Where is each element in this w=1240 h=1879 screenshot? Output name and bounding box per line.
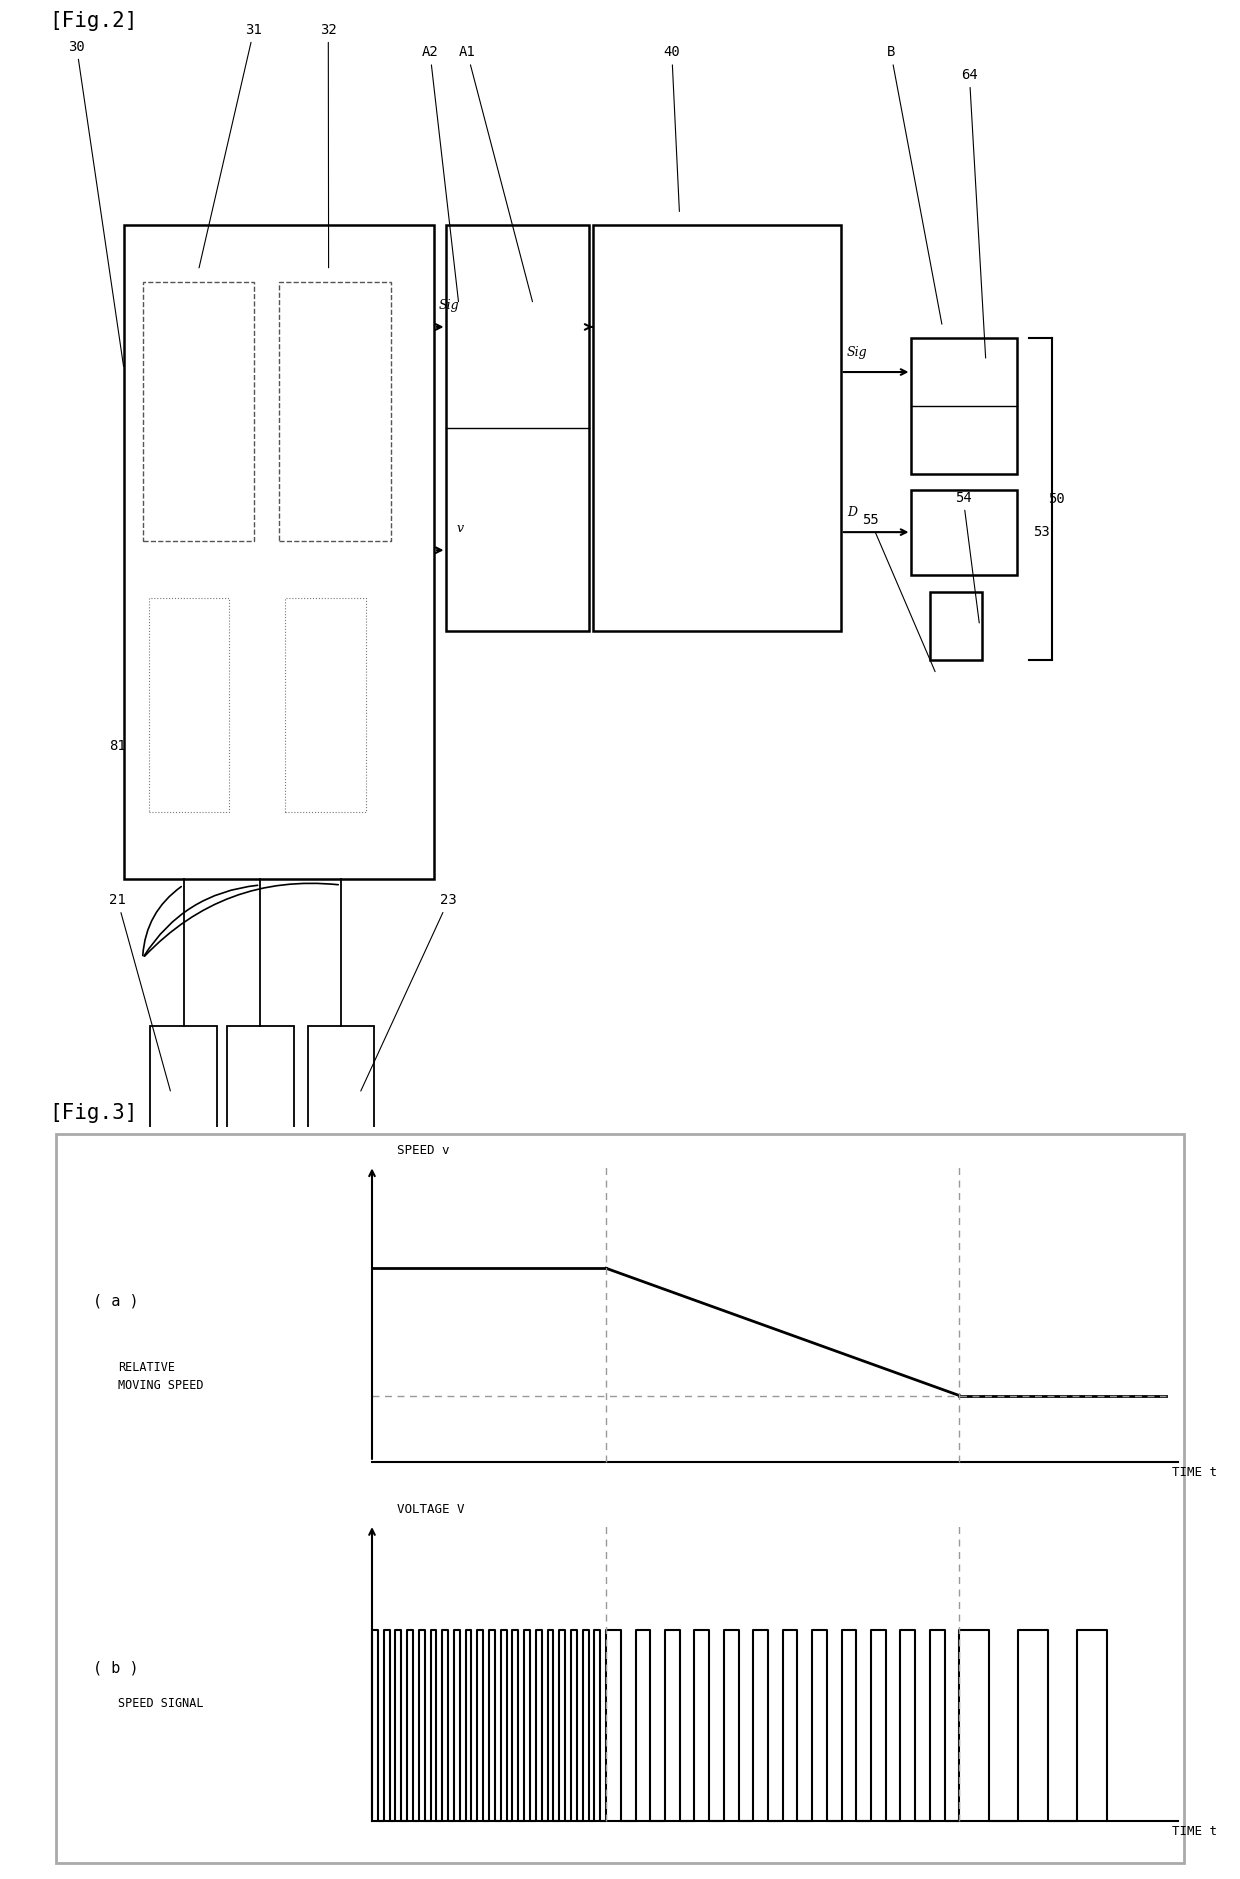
Text: A2: A2 <box>422 45 459 303</box>
Text: 32: 32 <box>320 23 337 269</box>
Bar <box>930 592 982 660</box>
Text: SPEED SIGNAL: SPEED SIGNAL <box>118 1697 203 1710</box>
Text: A1: A1 <box>459 45 532 303</box>
Bar <box>911 490 1017 575</box>
Text: 54: 54 <box>955 490 980 624</box>
Text: Sig: Sig <box>439 299 460 312</box>
Text: [Fig.3]: [Fig.3] <box>50 1103 138 1124</box>
Bar <box>149 598 229 812</box>
Text: 64: 64 <box>961 68 986 359</box>
Bar <box>124 225 434 879</box>
Bar <box>150 1026 217 1150</box>
Text: 21: 21 <box>109 893 170 1092</box>
Text: 30: 30 <box>68 39 124 366</box>
Text: SPEED v: SPEED v <box>397 1144 449 1157</box>
Bar <box>911 338 1017 474</box>
Text: ( b ): ( b ) <box>93 1661 139 1676</box>
Bar <box>227 1026 294 1150</box>
Text: X: X <box>180 1174 187 1188</box>
Bar <box>279 282 391 541</box>
Text: D: D <box>847 505 857 519</box>
Bar <box>446 225 589 631</box>
Bar <box>308 1026 374 1150</box>
Text: 55: 55 <box>862 513 935 671</box>
Text: VOLTAGE V: VOLTAGE V <box>397 1503 464 1516</box>
Bar <box>143 282 254 541</box>
Text: v: v <box>456 522 464 536</box>
Text: RELATIVE
MOVING SPEED: RELATIVE MOVING SPEED <box>118 1360 203 1392</box>
Text: Y: Y <box>257 1174 264 1188</box>
Text: 40: 40 <box>663 45 681 212</box>
Text: Sig: Sig <box>847 346 868 359</box>
Text: 81: 81 <box>109 738 126 753</box>
Bar <box>285 598 366 812</box>
Text: Z: Z <box>337 1174 345 1188</box>
Text: 31: 31 <box>200 23 263 269</box>
Text: ( a ): ( a ) <box>93 1295 139 1310</box>
Bar <box>593 225 841 631</box>
Text: [Fig.2]: [Fig.2] <box>50 11 138 32</box>
Text: 50: 50 <box>1048 492 1065 505</box>
Text: TIME t: TIME t <box>1172 1466 1216 1479</box>
Text: B: B <box>887 45 942 325</box>
Text: 23: 23 <box>361 893 458 1092</box>
Text: TIME t: TIME t <box>1172 1825 1216 1838</box>
Text: 53: 53 <box>1033 524 1050 539</box>
